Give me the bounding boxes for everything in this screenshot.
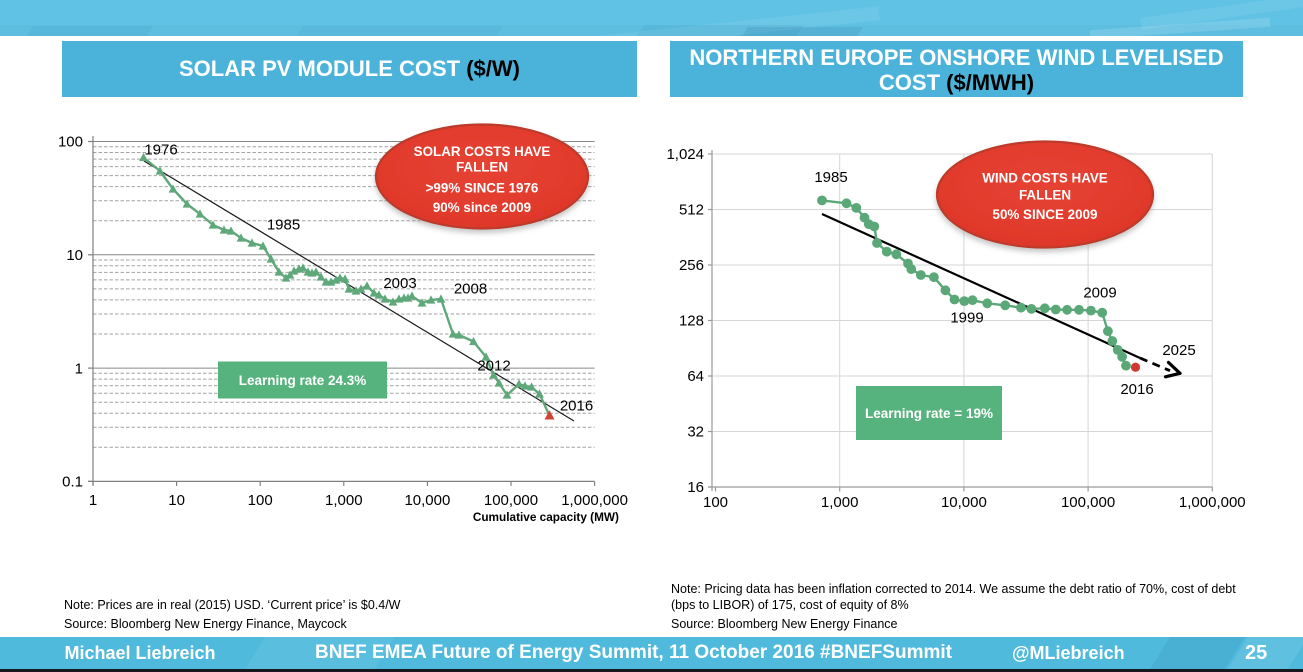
svg-text:1,000,000: 1,000,000 [561,492,628,509]
svg-text:32: 32 [687,424,704,441]
svg-text:1: 1 [75,360,83,377]
svg-text:2012: 2012 [477,358,510,375]
svg-text:Learning rate 24.3%: Learning rate 24.3% [239,373,367,388]
svg-text:10,000: 10,000 [404,492,450,509]
svg-text:2009: 2009 [1083,285,1116,302]
svg-text:FALLEN: FALLEN [1019,188,1071,203]
svg-text:FALLEN: FALLEN [456,160,508,175]
svg-text:1985: 1985 [814,169,847,186]
svg-text:10,000: 10,000 [941,494,987,511]
svg-text:Cumulative capacity (MW): Cumulative capacity (MW) [473,510,619,524]
svg-text:2008: 2008 [454,281,487,298]
svg-text:64: 64 [687,368,704,385]
svg-text:512: 512 [679,202,704,219]
svg-text:2016: 2016 [560,398,593,415]
svg-text:1,000: 1,000 [821,494,859,511]
svg-text:1985: 1985 [267,217,300,234]
svg-text:2003: 2003 [383,275,416,292]
svg-text:16: 16 [687,479,704,496]
svg-text:Learning rate = 19%: Learning rate = 19% [865,406,993,421]
svg-text:2025: 2025 [1162,342,1195,359]
svg-text:100: 100 [248,492,273,509]
svg-text:50% SINCE 2009: 50% SINCE 2009 [993,207,1098,222]
svg-text:128: 128 [679,313,704,330]
svg-text:100,000: 100,000 [1061,494,1115,511]
svg-text:1976: 1976 [144,142,177,159]
svg-text:100: 100 [703,494,728,511]
svg-text:0.1: 0.1 [62,474,83,491]
svg-text:2016: 2016 [1120,381,1153,398]
svg-text:>99% SINCE 1976: >99% SINCE 1976 [426,181,539,196]
svg-text:1999: 1999 [950,310,983,327]
svg-text:256: 256 [679,257,704,274]
svg-text:100: 100 [58,134,83,151]
svg-text:10: 10 [66,247,83,264]
svg-text:90% since 2009: 90% since 2009 [433,200,531,215]
svg-text:1: 1 [89,492,97,509]
svg-text:SOLAR COSTS HAVE: SOLAR COSTS HAVE [414,144,551,159]
svg-text:1,000,000: 1,000,000 [1179,494,1246,511]
svg-text:10: 10 [168,492,185,509]
svg-text:1,000: 1,000 [325,492,363,509]
svg-text:100,000: 100,000 [484,492,538,509]
svg-text:WIND COSTS HAVE: WIND COSTS HAVE [982,171,1108,186]
svg-text:1,024: 1,024 [666,146,704,163]
